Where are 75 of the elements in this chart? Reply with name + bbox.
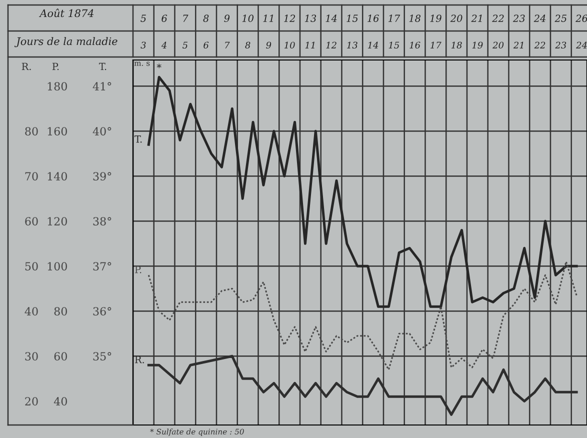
- y2-tick-label: 180: [48, 82, 67, 90]
- x-tick-label: 22: [492, 14, 504, 22]
- y3-tick-label: 80: [25, 127, 38, 136]
- y2-tick-label: 100: [48, 262, 67, 271]
- x-tick-label: 16: [368, 14, 379, 22]
- y2-tick-label: 80: [54, 307, 67, 316]
- x2-tick-label: 7: [225, 42, 230, 48]
- y-tick-label: 38°: [93, 217, 112, 226]
- x-tick-label: 7: [183, 14, 188, 22]
- y2-tick-label: 40: [54, 397, 67, 406]
- x-tick-label: 12: [284, 14, 296, 22]
- x2-tick-label: 13: [347, 42, 358, 49]
- y-tick-label: 40°: [92, 127, 112, 136]
- y-tick-label: 35°: [93, 352, 112, 361]
- y-tick-label: 36°: [93, 307, 112, 316]
- x2-tick-label: 8: [245, 42, 250, 49]
- x-tick-label: 25: [554, 14, 566, 22]
- x2-axis-title: Jours de la maladie: [14, 37, 118, 48]
- x2-tick-label: 10: [284, 42, 295, 49]
- x-tick-label: 9: [224, 14, 230, 22]
- x2-tick-label: 17: [430, 42, 442, 48]
- x-tick-label: 8: [203, 14, 209, 22]
- x-tick-label: 19: [430, 14, 442, 22]
- annotation: *: [156, 64, 162, 68]
- x-tick-label: 10: [242, 14, 254, 22]
- x2-tick-label: 20: [492, 42, 504, 49]
- y-tick-label: 41°: [92, 82, 112, 90]
- x-tick-label: 17: [388, 14, 400, 22]
- x-tick-label: 15: [346, 14, 358, 22]
- y-tick-label: 37°: [93, 262, 112, 271]
- x2-tick-label: 16: [410, 42, 420, 49]
- x2-tick-label: 23: [555, 42, 566, 49]
- y2-tick-label: 120: [48, 217, 67, 226]
- x2-tick-label: 6: [204, 42, 209, 49]
- series-label: P.: [134, 266, 142, 274]
- y3-axis-title: R.: [22, 62, 31, 70]
- x-tick-label: 5: [140, 14, 146, 22]
- y3-tick-label: 50: [25, 262, 38, 271]
- y2-tick-label: 140: [48, 172, 67, 180]
- x2-tick-label: 14: [368, 42, 378, 48]
- y3-tick-label: 40: [24, 307, 38, 316]
- x-tick-label: 20: [450, 14, 462, 22]
- y-axis-title: T.: [99, 62, 106, 70]
- x-tick-label: 21: [471, 14, 482, 22]
- x-tick-label: 14: [326, 14, 337, 22]
- x2-tick-label: 18: [451, 42, 462, 49]
- x2-tick-label: 5: [182, 42, 188, 49]
- x-tick-label: 24: [534, 14, 546, 22]
- x-tick-label: 23: [512, 14, 525, 22]
- x2-tick-label: 15: [388, 42, 400, 49]
- x2-tick-label: 21: [513, 42, 524, 48]
- y2-axis-title: P.: [52, 62, 59, 70]
- y3-tick-label: 60: [25, 217, 38, 226]
- series-label: T.: [134, 136, 142, 143]
- x-tick-label: 11: [263, 14, 273, 22]
- y2-tick-label: 160: [48, 127, 67, 136]
- x2-tick-label: 11: [305, 42, 314, 48]
- x-tick-label: 13: [304, 14, 316, 22]
- line-series: [148, 260, 578, 370]
- y3-tick-label: 30: [25, 352, 38, 361]
- y3-tick-label: 20: [25, 397, 38, 406]
- line-series: [147, 76, 578, 308]
- x-tick-label: 6: [162, 14, 168, 22]
- y2-tick-label: 60: [54, 352, 67, 361]
- y-tick-label: 39°: [93, 172, 112, 180]
- x2-tick-label: 9: [266, 42, 272, 49]
- x2-tick-label: 24: [576, 42, 587, 48]
- x2-tick-label: 4: [161, 42, 167, 48]
- x-axis-title: Août 1874: [38, 8, 94, 18]
- x2-tick-label: 22: [534, 42, 546, 48]
- x2-tick-label: 19: [472, 42, 483, 49]
- x-tick-label: 18: [409, 14, 420, 22]
- x2-tick-label: 12: [326, 42, 336, 48]
- x2-tick-label: 3: [140, 42, 146, 49]
- y3-tick-label: 70: [25, 172, 38, 180]
